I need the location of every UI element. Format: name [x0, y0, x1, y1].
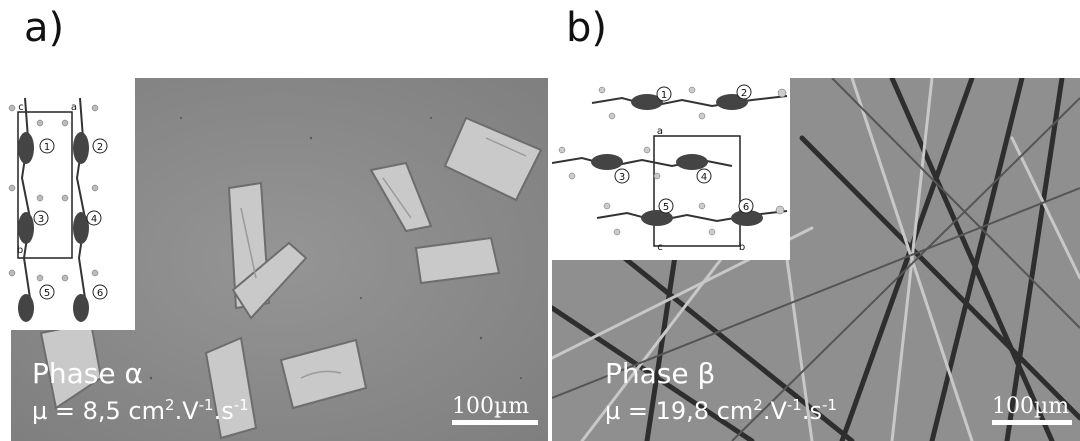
axis-label: a — [71, 102, 77, 113]
molecular-packing-diagram: a c b 1 2 3 4 5 6 — [552, 84, 788, 253]
molecule-number: 2 — [97, 142, 103, 153]
axis-label: c — [18, 102, 24, 113]
scale-bar-beta — [992, 420, 1072, 425]
molecule-number: 3 — [38, 214, 44, 225]
molecule-number: 3 — [619, 172, 625, 183]
panel-b-letter: b) — [566, 5, 607, 51]
scale-bar-alpha — [452, 420, 538, 425]
molecule-number: 6 — [743, 202, 749, 213]
molecule-number: 6 — [97, 288, 103, 299]
axis-label: b — [17, 245, 23, 256]
scale-label-alpha: 100µm — [452, 394, 530, 419]
crystal — [231, 241, 308, 320]
mobility-beta: µ = 19,8 cm2.V-1.s-1 — [605, 396, 837, 425]
molecule-number: 5 — [663, 202, 669, 213]
crystal-structure-inset-alpha: c a b 1 2 3 4 5 6 — [0, 78, 135, 330]
molecule-number: 2 — [741, 88, 747, 99]
phase-beta-label: Phase β — [605, 357, 716, 390]
molecule-number: 1 — [44, 142, 50, 153]
axis-label: b — [739, 242, 745, 253]
mobility-alpha: µ = 8,5 cm2.V-1.s-1 — [32, 396, 249, 425]
crystal — [414, 236, 501, 285]
scale-label-beta: 100µm — [992, 394, 1070, 419]
axis-label: c — [657, 242, 663, 253]
axis-label: a — [657, 126, 663, 137]
crystal — [443, 116, 543, 202]
molecule-number: 4 — [91, 214, 97, 225]
crystal-structure-inset-beta: a c b 1 2 3 4 5 6 — [552, 78, 790, 260]
molecular-packing-diagram: c a b 1 2 3 4 5 6 — [8, 97, 108, 322]
molecule-number: 1 — [661, 90, 667, 101]
crystal — [369, 161, 433, 233]
molecule-number: 4 — [701, 172, 707, 183]
molecule-number: 5 — [44, 288, 50, 299]
crystal — [279, 338, 368, 410]
panel-a-letter: a) — [24, 5, 65, 51]
phase-alpha-label: Phase α — [32, 357, 143, 390]
crystal — [204, 336, 258, 440]
